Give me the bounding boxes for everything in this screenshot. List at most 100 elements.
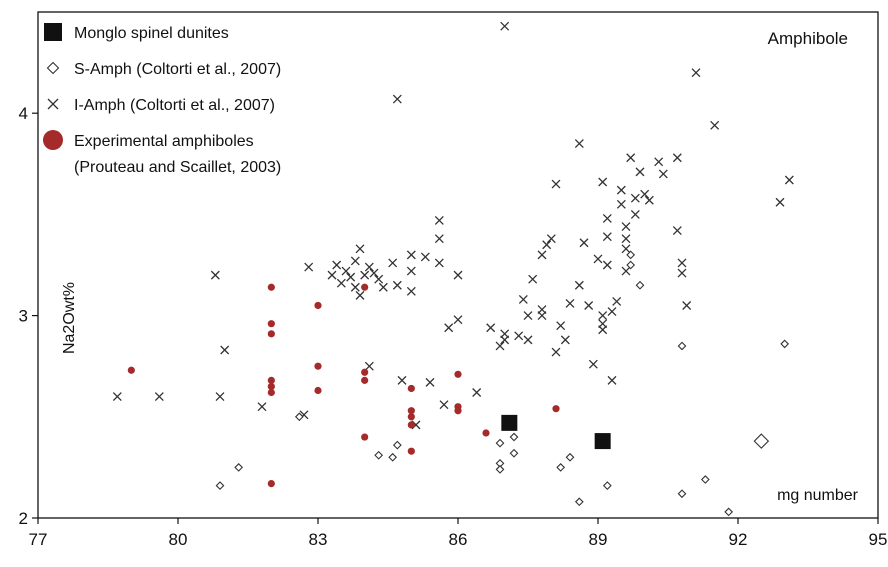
point-circle xyxy=(267,283,275,291)
point-diamond xyxy=(780,339,790,349)
y-tick-label: 4 xyxy=(19,104,28,123)
point-x xyxy=(588,359,598,369)
point-circle xyxy=(407,447,415,455)
point-x xyxy=(682,301,692,310)
point-circle xyxy=(482,429,490,437)
point-x xyxy=(420,252,430,262)
point-circle xyxy=(314,301,322,310)
x-tick-label: 89 xyxy=(589,530,608,549)
point-diamond xyxy=(509,448,519,458)
point-x xyxy=(355,290,365,300)
point-diamond xyxy=(635,280,645,290)
point-x xyxy=(784,175,794,185)
point-circle xyxy=(267,376,275,384)
point-x xyxy=(406,286,416,296)
point-x xyxy=(434,258,444,268)
x-tick-label: 92 xyxy=(729,530,748,549)
point-x xyxy=(598,311,608,321)
point-diamond xyxy=(677,341,687,351)
point-circle xyxy=(361,433,369,441)
point-diamond xyxy=(753,433,770,449)
point-x xyxy=(369,268,379,278)
legend-marker-diamond xyxy=(46,61,60,75)
point-x xyxy=(453,315,463,325)
point-x xyxy=(612,296,622,306)
legend-marker-circle xyxy=(43,130,63,150)
point-x xyxy=(616,199,626,209)
point-x xyxy=(406,250,416,260)
point-x xyxy=(364,262,374,272)
point-x xyxy=(304,262,314,272)
point-x xyxy=(350,282,360,292)
point-circle xyxy=(407,384,415,393)
point-x xyxy=(378,282,388,292)
point-diamond xyxy=(509,432,519,442)
point-x xyxy=(621,234,631,244)
point-x xyxy=(336,278,346,288)
point-x xyxy=(607,307,617,317)
point-circle xyxy=(361,283,369,291)
point-x xyxy=(397,375,407,385)
point-square xyxy=(594,433,611,450)
point-diamond xyxy=(392,440,402,450)
point-circle xyxy=(454,370,462,378)
point-circle xyxy=(314,386,322,395)
point-diamond xyxy=(626,250,636,260)
point-diamond xyxy=(495,438,505,448)
point-circle xyxy=(407,421,415,429)
point-x xyxy=(710,120,720,130)
point-x xyxy=(584,301,594,310)
point-x xyxy=(472,388,482,397)
point-x xyxy=(640,189,650,199)
point-circle xyxy=(267,330,275,338)
point-x xyxy=(500,21,510,31)
point-x xyxy=(579,238,589,248)
point-diamond xyxy=(677,489,687,499)
point-x xyxy=(602,232,612,242)
point-x xyxy=(360,270,370,280)
point-circle xyxy=(407,407,415,415)
point-x xyxy=(691,68,701,78)
point-x xyxy=(500,329,510,339)
point-x xyxy=(644,195,654,205)
point-circle xyxy=(314,362,322,370)
legend-label: S-Amph (Coltorti et al., 2007) xyxy=(74,61,281,78)
point-x xyxy=(346,272,356,282)
point-x xyxy=(388,258,398,268)
legend: Monglo spinel dunites S-Amph (Coltorti et… xyxy=(43,23,281,176)
point-x xyxy=(257,402,267,412)
point-x xyxy=(434,234,444,244)
point-x xyxy=(672,153,682,163)
point-x xyxy=(392,94,402,104)
point-diamond xyxy=(294,412,304,422)
legend-label-line2: (Prouteau and Scaillet, 2003) xyxy=(74,159,281,176)
point-x xyxy=(556,321,566,331)
point-x xyxy=(112,392,122,402)
point-circle xyxy=(127,366,135,374)
point-x xyxy=(327,270,337,280)
point-x xyxy=(658,169,668,179)
data-points xyxy=(112,21,794,517)
point-diamond xyxy=(574,497,584,507)
point-x xyxy=(626,153,636,163)
point-circle xyxy=(454,407,462,415)
point-x xyxy=(332,260,342,270)
plot-frame xyxy=(37,11,879,519)
y-tick-label: 3 xyxy=(19,307,28,326)
x-tick-label: 83 xyxy=(309,530,328,549)
point-diamond xyxy=(234,463,244,472)
point-x xyxy=(523,335,533,345)
point-x xyxy=(537,250,547,260)
point-x xyxy=(374,274,384,284)
point-x xyxy=(425,377,435,387)
point-x xyxy=(439,400,449,410)
point-circle xyxy=(267,388,275,397)
point-x xyxy=(598,177,608,187)
point-diamond xyxy=(602,481,612,490)
point-x xyxy=(654,157,664,167)
point-x xyxy=(551,179,561,189)
point-x xyxy=(775,197,785,207)
legend-marker-square xyxy=(44,23,62,41)
